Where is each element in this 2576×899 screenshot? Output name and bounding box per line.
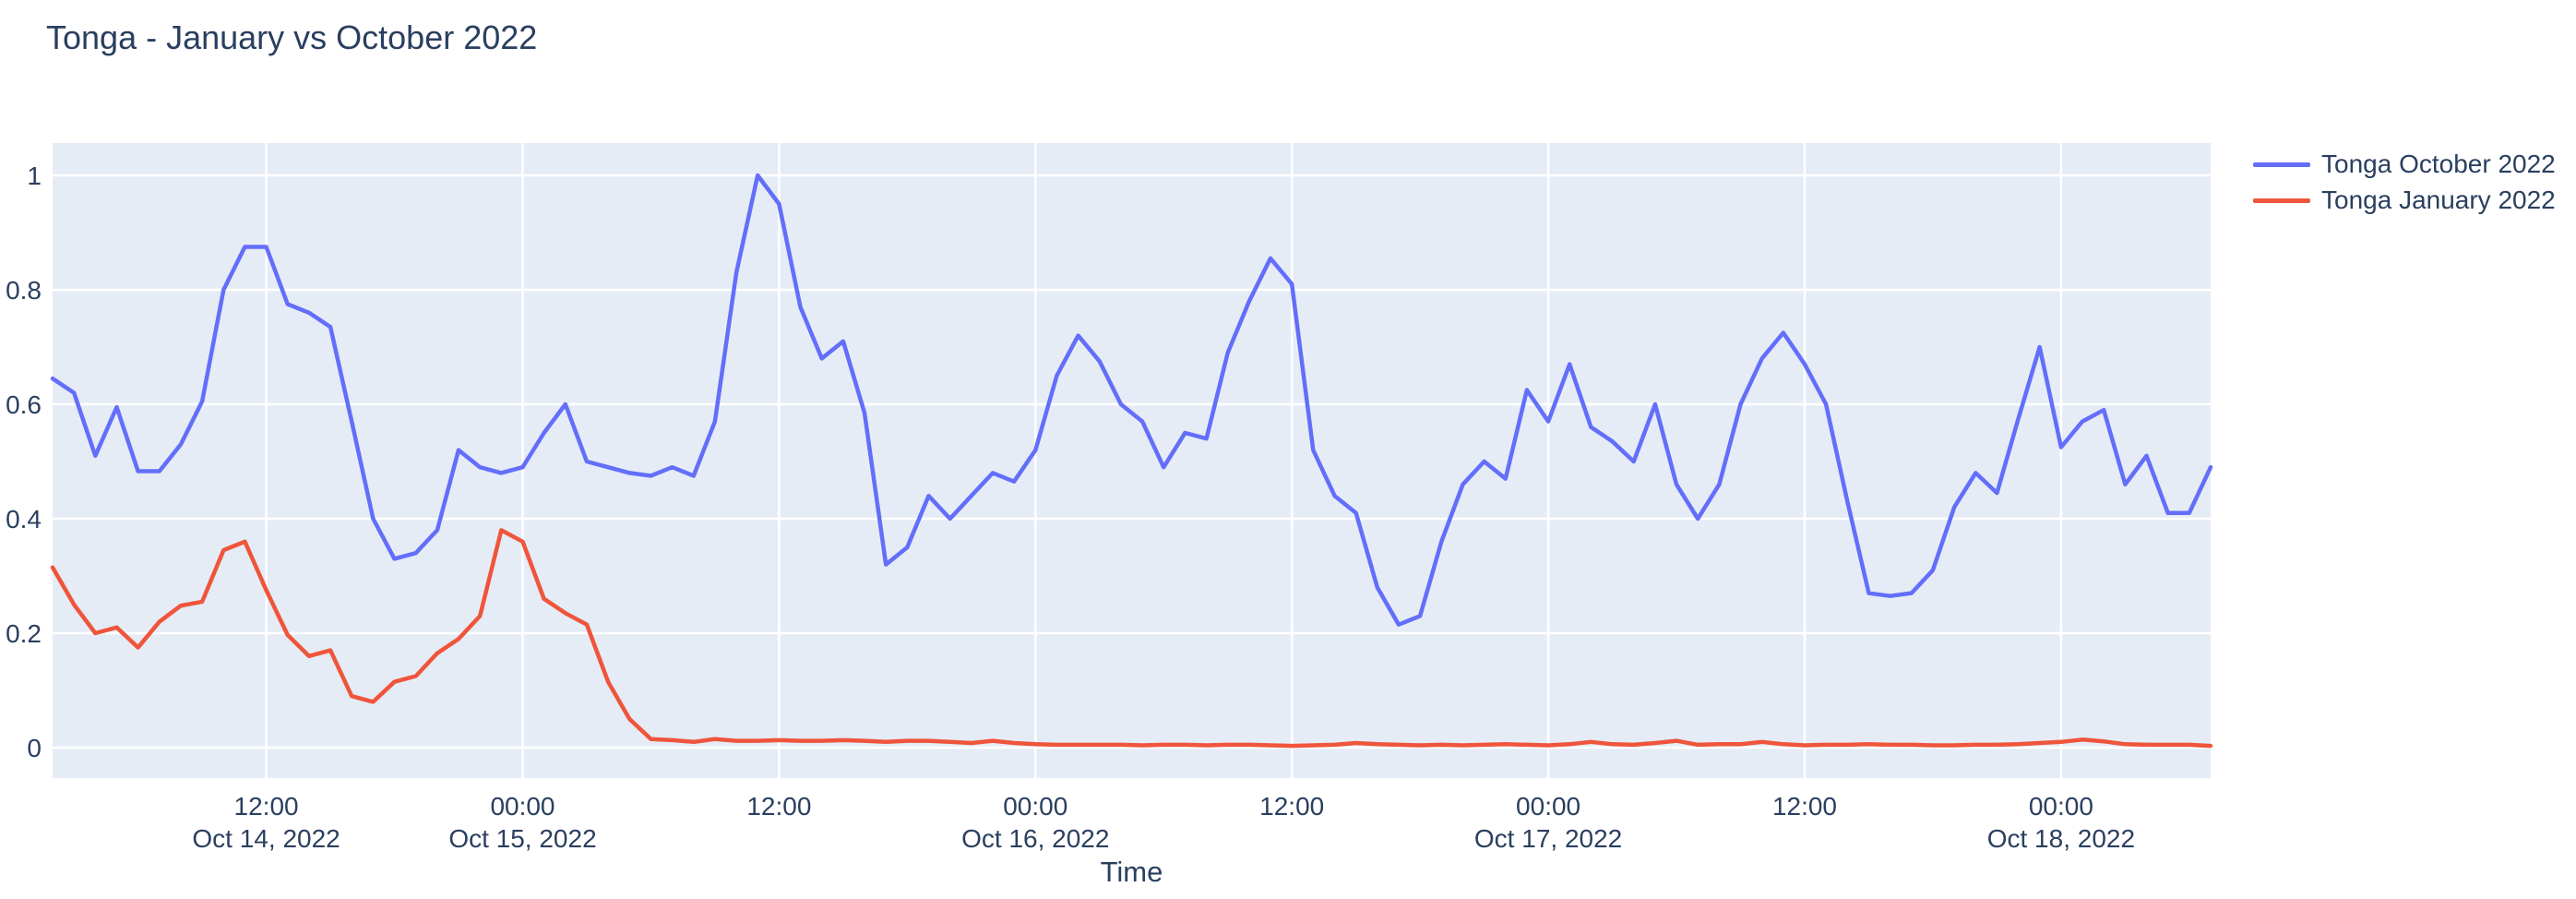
x-tick-label: 12:00	[1259, 792, 1324, 821]
y-tick-label: 0.2	[6, 619, 42, 648]
x-tick-sublabel: Oct 18, 2022	[1987, 824, 2135, 853]
plot-background	[53, 143, 2211, 778]
x-tick-label: 00:00	[1516, 792, 1580, 821]
legend-line-swatch-october	[2253, 162, 2310, 167]
x-axis-title: Time	[1101, 856, 1163, 888]
y-tick-label: 0.4	[6, 505, 42, 533]
x-tick-sublabel: Oct 17, 2022	[1474, 824, 1622, 853]
x-tick-label: 12:00	[1772, 792, 1837, 821]
legend-item-tonga-january-2022[interactable]: Tonga January 2022	[2253, 186, 2556, 214]
x-tick-label: 12:00	[746, 792, 811, 821]
legend-line-swatch-january	[2253, 198, 2310, 203]
x-tick-label: 12:00	[234, 792, 299, 821]
legend-label: Tonga January 2022	[2321, 186, 2556, 214]
y-tick-label: 0.6	[6, 390, 42, 419]
series-line-tonga-october-2022[interactable]	[50, 173, 2213, 627]
y-tick-label: 1	[27, 162, 42, 190]
chart-title: Tonga - January vs October 2022	[46, 18, 538, 56]
x-tick-label: 00:00	[1003, 792, 1067, 821]
legend-label: Tonga October 2022	[2321, 150, 2556, 178]
y-tick-label: 0.8	[6, 276, 42, 305]
legend: Tonga October 2022 Tonga January 2022	[2253, 150, 2556, 214]
x-tick-sublabel: Oct 14, 2022	[192, 824, 340, 853]
series-line-tonga-january-2022[interactable]	[50, 528, 2213, 749]
legend-item-tonga-october-2022[interactable]: Tonga October 2022	[2253, 150, 2556, 178]
x-tick-label: 00:00	[490, 792, 555, 821]
y-tick-label: 0	[27, 734, 42, 762]
x-tick-sublabel: Oct 15, 2022	[448, 824, 596, 853]
x-tick-label: 00:00	[2029, 792, 2093, 821]
x-tick-sublabel: Oct 16, 2022	[961, 824, 1109, 853]
